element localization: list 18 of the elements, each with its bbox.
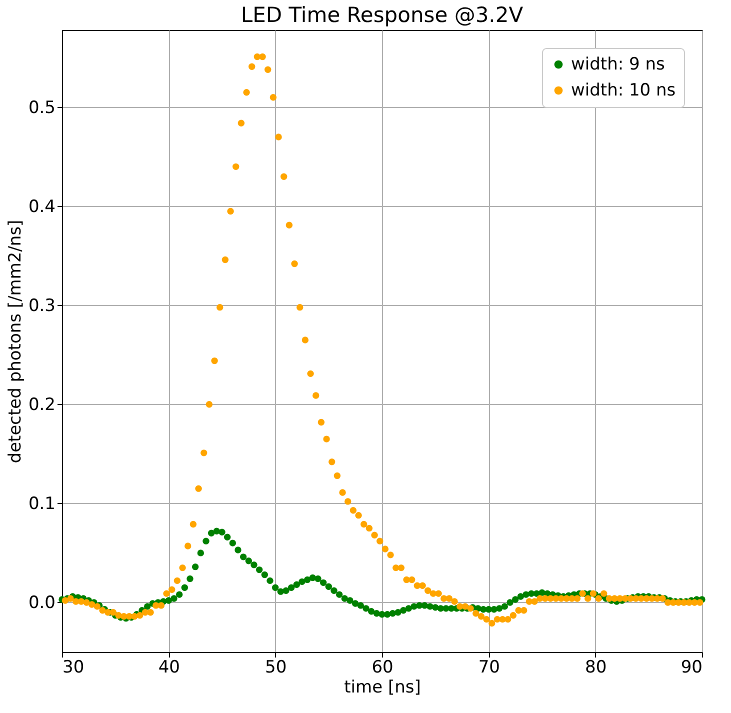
legend-label: width: 10 ns: [571, 80, 676, 100]
x-tick-label: 50: [265, 658, 287, 678]
chart-title: LED Time Response @3.2V: [240, 3, 524, 27]
y-axis-title: detected photons [/mm2/ns]: [5, 220, 26, 464]
x-axis-title: time [ns]: [344, 678, 421, 698]
y-tick-label: 0.1: [28, 494, 56, 514]
y-tick-label: 0.5: [28, 98, 56, 118]
x-tick-label: 80: [585, 658, 607, 678]
x-tick-label: 40: [158, 658, 180, 678]
x-tick-label: 60: [372, 658, 394, 678]
legend-label: width: 9 ns: [571, 54, 665, 74]
x-tick-label: 30: [62, 658, 84, 678]
y-tick-label: 0.2: [28, 394, 56, 415]
x-tick-label: 70: [478, 658, 500, 678]
y-tick-label: 0.0: [28, 592, 56, 613]
y-tick-label: 0.4: [28, 196, 56, 217]
x-tick-label: 90: [680, 658, 702, 678]
y-tick-label: 0.3: [28, 296, 56, 316]
